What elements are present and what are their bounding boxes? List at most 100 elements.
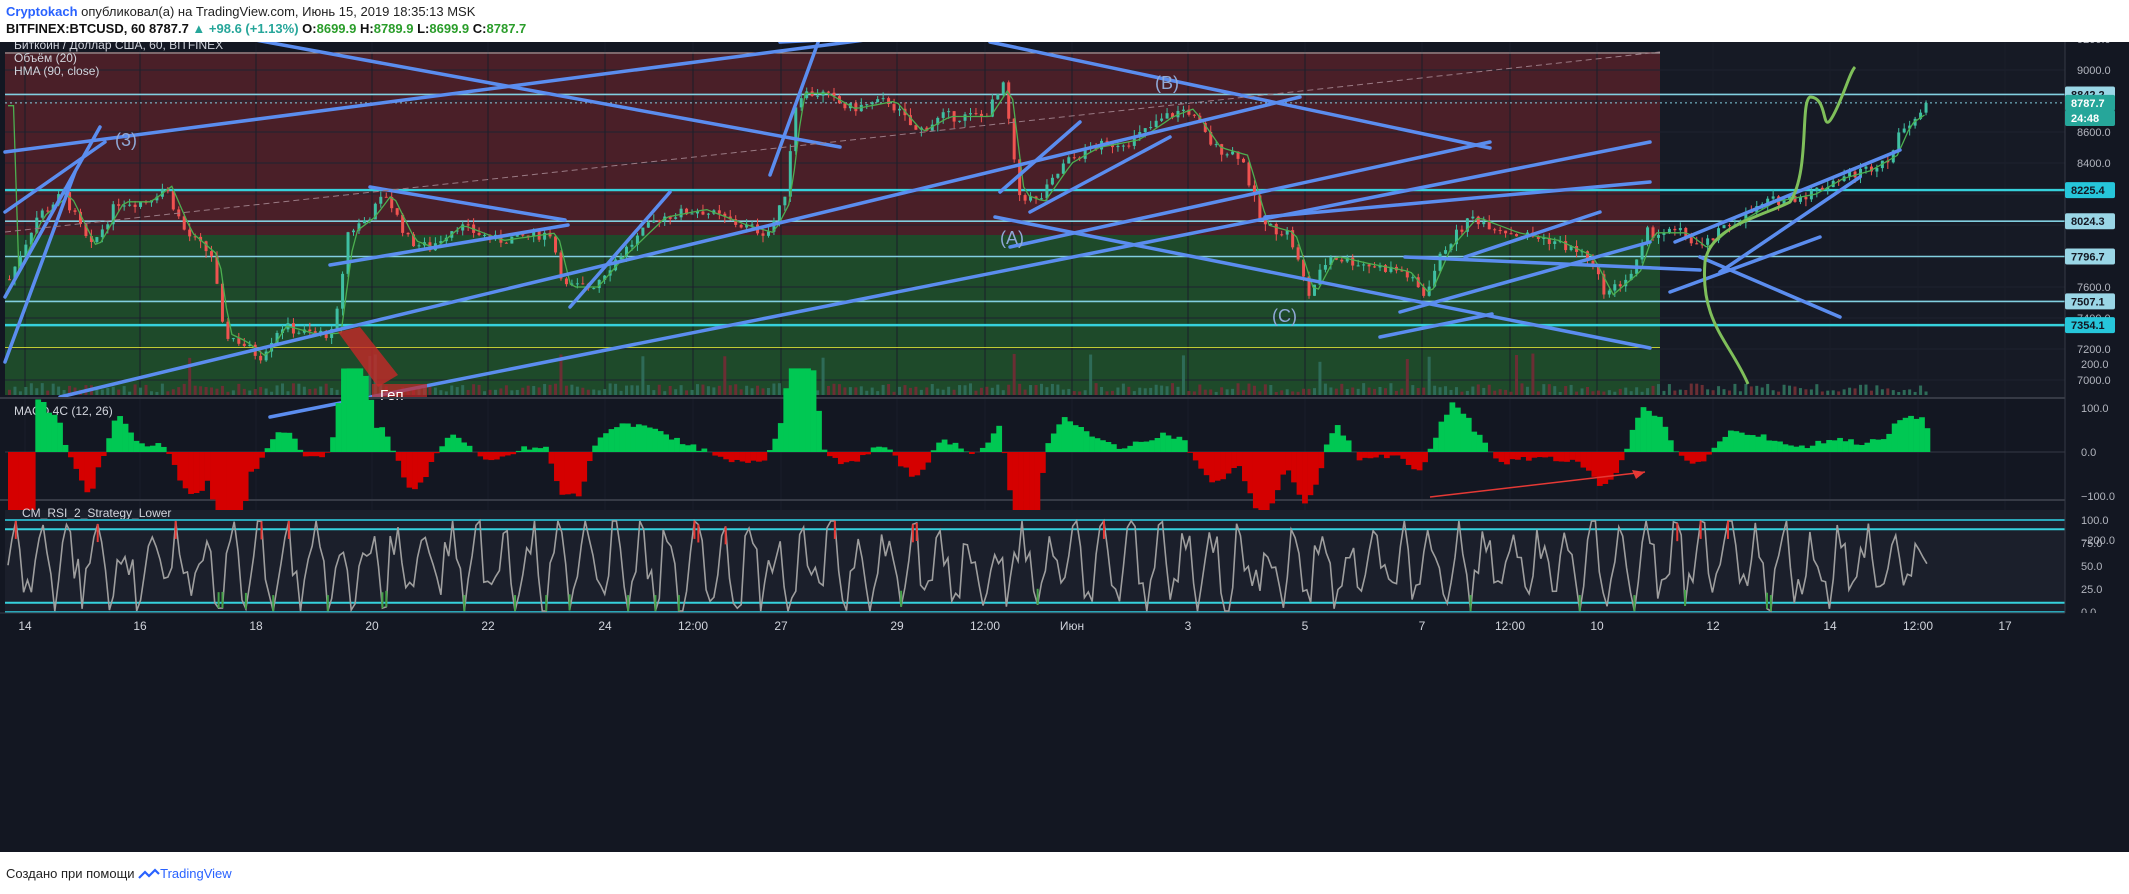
candle-body [379,196,383,204]
volume-bar [428,386,432,395]
footer-brand-link[interactable]: TradingView [160,866,232,881]
macd-bar [29,452,36,536]
volume-bar [1662,390,1666,395]
candle-body [8,279,11,281]
volume-bar [1667,384,1671,395]
macd-bar [1280,452,1286,475]
volume-bar [1274,391,1278,395]
volume-bar [985,386,989,395]
volume-bar [231,390,235,395]
published-text: опубликовал(а) на TradingView.com, Июнь … [77,4,476,19]
volume-bar [958,385,962,395]
candle-body [155,196,159,201]
candle-body [1056,173,1060,178]
volume-bar [286,391,290,395]
candle-body [259,355,263,361]
volume-bar [1438,387,1442,395]
volume-bar [1727,390,1731,395]
macd-bar [188,452,194,494]
candle-body [1198,115,1202,123]
macd-bar [1596,452,1603,486]
candle-body [597,279,601,289]
candle-body [1433,270,1437,287]
macd-bar [1012,452,1019,519]
volume-bar [1684,389,1688,395]
candle-body [226,321,230,339]
footer: Создано при помощи TradingView [6,866,232,882]
macd-bar [253,452,260,469]
candle-body [477,232,481,236]
volume-bar [1373,388,1377,395]
time-axis[interactable] [0,613,2129,640]
candle-body [220,283,224,322]
macd-bar [1760,434,1767,452]
volume-bar [1023,389,1027,395]
candle-body [1083,147,1087,159]
macd-bar [166,452,173,454]
macd-bar [13,452,20,536]
trendlines[interactable] [3,42,1902,419]
macd-bar [734,452,740,460]
macd-bar [843,452,850,463]
macd-bar [674,437,680,452]
volume-bar [95,388,99,395]
volume-bar [1231,388,1235,395]
volume-bar [1820,391,1824,395]
candle-body [1302,259,1306,277]
candle-body [362,220,366,224]
macd-bar [892,452,899,456]
volume-bar [1149,387,1153,395]
price-tick-label: 8600.0 [2077,127,2111,139]
author-link[interactable]: Cryptokach [6,4,78,19]
macd-bar [1171,438,1177,452]
footer-text: Создано при помощи [6,866,139,881]
macd-bar [1389,452,1396,456]
volume-bar [974,390,978,395]
macd-bar [1777,441,1783,452]
candle-body [1864,166,1868,169]
macd-bar [106,438,113,452]
volume-bar [963,385,967,395]
volume-bar [1476,384,1480,395]
volume-bar [1886,388,1890,395]
macd-bar [8,452,14,536]
rsi-tick-label: 75.0 [2081,538,2102,550]
forecast-path[interactable] [1702,65,1857,385]
candle-body [739,224,743,228]
volume-bar [914,386,918,395]
volume-bar [1323,383,1327,395]
macd-bar [586,452,593,462]
price-tag [2065,213,2115,230]
candle-body [1094,147,1098,150]
candle-body [914,125,918,130]
macd-bar [68,452,74,458]
candle-body [1493,229,1497,231]
volume-bar [210,387,214,395]
volume-bar [259,387,263,395]
macd-bar [559,452,566,495]
candle-body [930,124,934,131]
candle-body [1072,157,1076,159]
volume-bar [1711,390,1715,395]
macd-bar [122,423,129,452]
candle-body [646,222,650,228]
macd-bar [1154,438,1161,452]
candle-body [35,217,39,233]
candle-body [564,278,568,285]
time-tick-label: 14 [18,619,32,633]
candle-body [1405,270,1409,278]
candle-body [1231,151,1235,155]
candle-body [1586,251,1590,261]
macd-tick-label: 200.0 [2081,359,2109,371]
macd-bar [805,368,811,452]
candle-body [657,220,661,222]
chart-canvas[interactable]: (3) (A) (B) (C) Геп Биткоин / Доллар США… [0,42,2129,852]
macd-bar [1667,440,1674,452]
price-axis[interactable] [2065,42,2129,852]
candle-body [717,210,721,214]
volume-bar [1640,391,1644,395]
candle-body [40,210,44,218]
macd-bar [395,452,402,461]
macd-divergence-line[interactable] [1429,471,1646,498]
volume-bar [1842,389,1846,395]
